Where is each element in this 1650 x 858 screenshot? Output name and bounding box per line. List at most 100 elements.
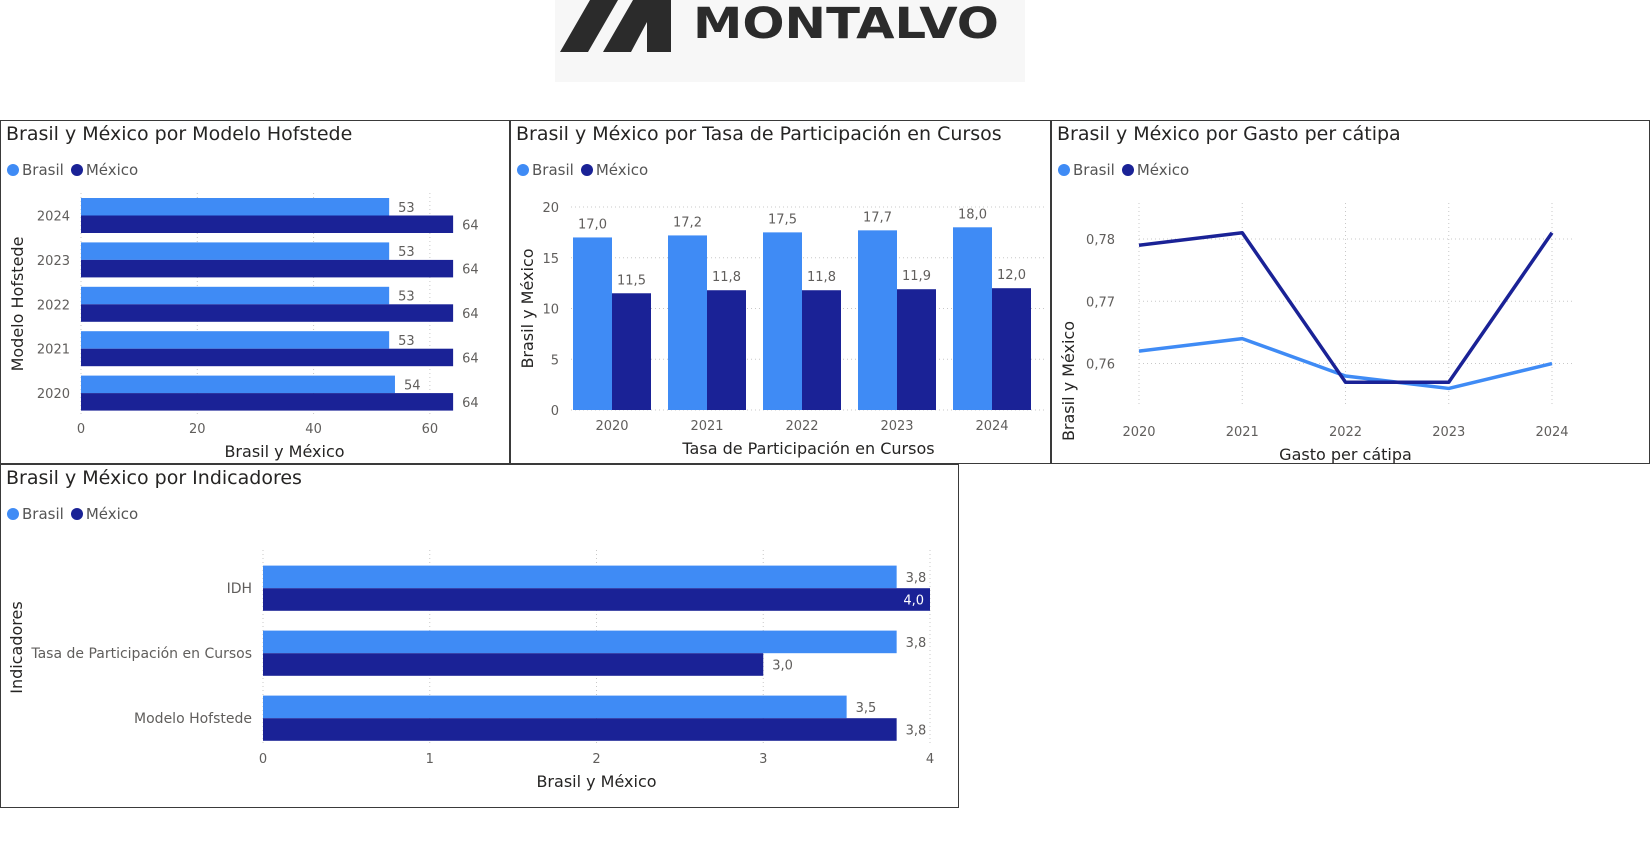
data-label: 53 (398, 201, 415, 216)
chart-panel-indicadores: Brasil y México por Indicadores Brasil M… (0, 464, 959, 808)
category-label: 2023 (880, 419, 913, 434)
legend-dot-icon (1121, 164, 1134, 176)
legend-item-mexico[interactable]: México (70, 505, 139, 523)
bar-mexico (802, 290, 841, 410)
chart-svg-indicadores: 0 1 2 3 4 IDH 3,8 4,0 Tasa de Participación en C… (7, 550, 934, 791)
data-label: 54 (404, 378, 421, 393)
bar-brasil (81, 242, 390, 260)
chart-legend: Brasil México (7, 161, 145, 179)
chart-legend: Brasil México (1058, 161, 1196, 179)
y-axis-title: Modelo Hofstede (8, 237, 27, 372)
bar-mexico (81, 304, 454, 322)
category-label: Tasa de Participación en Cursos (30, 646, 252, 662)
data-label: 64 (462, 307, 479, 322)
bar-mexico (707, 290, 746, 410)
data-label: 64 (462, 396, 479, 411)
data-label: 3,8 (906, 724, 927, 739)
data-label: 11,8 (807, 270, 836, 285)
legend-item-brasil[interactable]: Brasil (7, 505, 64, 523)
legend-item-mexico[interactable]: México (580, 161, 648, 179)
bar-mexico (897, 289, 936, 410)
legend-label-brasil: Brasil (22, 505, 64, 523)
legend-item-brasil[interactable]: Brasil (517, 161, 574, 179)
bar-mexico (81, 393, 454, 411)
legend-dot-icon (517, 164, 529, 176)
legend-label-mexico: México (85, 505, 139, 523)
legend-dot-icon (1058, 164, 1070, 176)
bar-brasil (81, 331, 390, 349)
data-label: 11,8 (712, 270, 741, 285)
data-label: 4,0 (903, 594, 924, 609)
bar-brasil (763, 232, 802, 410)
bar-mexico (263, 588, 930, 611)
logo-text: MONTALVO (693, 0, 999, 49)
x-tick-label: 2022 (1329, 425, 1362, 440)
legend-item-mexico[interactable]: México (1121, 161, 1189, 179)
data-label: 17,7 (863, 210, 892, 225)
data-label: 53 (398, 334, 415, 349)
data-label: 3,8 (906, 636, 927, 651)
category-label: 2023 (37, 254, 70, 269)
legend-item-mexico[interactable]: México (70, 161, 138, 179)
chart-legend: Brasil México (7, 505, 145, 523)
x-axis-title: Tasa de Participación en Cursos (681, 439, 934, 458)
x-tick-label: 0 (259, 752, 267, 767)
y-tick-label: 10 (542, 303, 559, 318)
legend-label-brasil: Brasil (22, 161, 64, 179)
data-label: 11,9 (902, 269, 931, 284)
chart-title: Brasil y México por Indicadores (6, 467, 302, 489)
legend-dot-icon (70, 508, 83, 520)
chart-title: Brasil y México por Modelo Hofstede (6, 123, 353, 145)
bar-brasil (81, 198, 390, 216)
company-logo: MONTALVO (555, 0, 1025, 82)
x-tick-label: 2021 (1226, 425, 1259, 440)
bar-mexico (612, 293, 651, 410)
y-tick-label: 15 (542, 252, 559, 267)
legend-dot-icon (70, 164, 83, 176)
legend-item-brasil[interactable]: Brasil (7, 161, 64, 179)
x-tick-label: 2024 (1535, 425, 1568, 440)
line-brasil (1138, 336, 1553, 391)
chart-panel-hofstede: Brasil y México por Modelo Hofstede Bras… (0, 120, 510, 464)
bar-brasil (263, 630, 897, 654)
x-tick-label: 40 (305, 422, 322, 437)
legend-label-brasil: Brasil (1073, 161, 1115, 179)
chart-legend: Brasil México (517, 161, 655, 179)
logo-mark-left (560, 0, 618, 52)
legend-item-brasil[interactable]: Brasil (1058, 161, 1115, 179)
y-axis-title: Indicadores (7, 601, 26, 693)
data-label: 53 (398, 290, 415, 305)
bar-mexico (81, 215, 454, 233)
bar-mexico (263, 718, 897, 741)
x-axis-title: Brasil y México (224, 442, 344, 461)
y-tick-label: 20 (542, 201, 559, 216)
data-label: 17,0 (578, 217, 607, 232)
data-label: 11,5 (617, 273, 646, 288)
category-label: IDH (227, 581, 252, 597)
category-label: 2024 (975, 419, 1008, 434)
x-axis-title: Brasil y México (536, 772, 656, 791)
x-tick-label: 3 (759, 752, 767, 767)
chart-svg-cursos: 05101520202017,011,5202117,211,8202217,5… (518, 201, 1046, 458)
data-label: 64 (462, 218, 479, 233)
category-label: 2020 (595, 419, 628, 434)
bar-mexico (263, 653, 764, 676)
category-label: 2021 (690, 419, 723, 434)
category-label: 2022 (785, 419, 818, 434)
chart-panel-cursos: Brasil y México por Tasa de Participació… (510, 120, 1051, 464)
legend-label-brasil: Brasil (532, 161, 574, 179)
data-label: 12,0 (997, 268, 1026, 283)
legend-dot-icon (580, 164, 593, 176)
x-tick-label: 60 (422, 422, 439, 437)
category-label: 2020 (37, 387, 70, 402)
category-label: 2021 (37, 343, 70, 358)
data-label: 64 (462, 351, 479, 366)
x-tick-label: 0 (77, 422, 85, 437)
bar-mexico (992, 288, 1031, 410)
x-tick-label: 2020 (1122, 425, 1155, 440)
x-tick-label: 1 (426, 752, 434, 767)
x-tick-label: 4 (926, 752, 934, 767)
category-label: 2024 (37, 210, 70, 225)
bar-brasil (81, 286, 390, 305)
bar-brasil (573, 237, 612, 410)
